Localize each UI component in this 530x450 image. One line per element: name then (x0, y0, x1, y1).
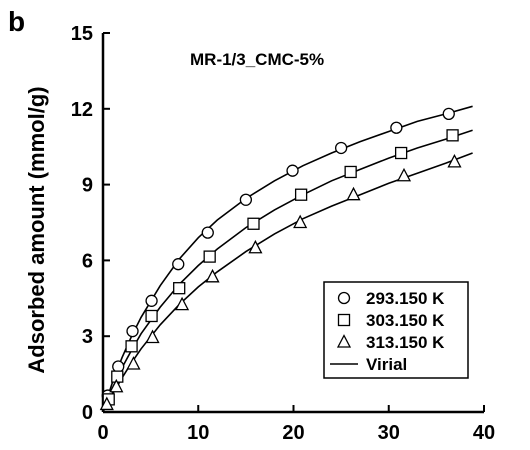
legend-triangle-symbol (336, 334, 352, 348)
y-axis-title: Adsorbed amount (mmol/g) (24, 86, 49, 373)
virial-fit-line-2 (103, 129, 473, 410)
circle-point (126, 324, 139, 338)
legend-label: 313.150 K (366, 333, 445, 352)
circle-point (442, 107, 455, 121)
triangle-point (174, 296, 190, 311)
circle-point (145, 294, 158, 307)
triangle-point (126, 356, 141, 370)
panel-label: b (8, 6, 26, 37)
y-tick-label: 0 (82, 402, 93, 424)
x-tick-label: 10 (187, 422, 209, 444)
circle-point (112, 360, 125, 373)
square-point (394, 146, 408, 160)
legend-label: 303.150 K (366, 311, 445, 330)
y-tick-label: 12 (71, 99, 93, 121)
legend-label: Virial (366, 355, 407, 374)
square-point (203, 250, 216, 263)
data-points (99, 107, 462, 411)
circle-point (334, 141, 348, 155)
x-tick-label: 40 (473, 422, 495, 444)
circle-point (172, 258, 185, 271)
square-point (145, 309, 158, 323)
triangle-point (109, 378, 124, 393)
square-point (111, 370, 124, 383)
square-point (247, 217, 260, 230)
triangle-point (346, 186, 361, 201)
square-point (294, 188, 308, 201)
legend-circle-symbol (337, 291, 351, 305)
square-point (125, 340, 138, 353)
x-tick-label: 30 (378, 422, 400, 444)
square-point (173, 282, 186, 295)
square-point (446, 129, 459, 142)
legend: 293.150 K 303.150 K 313.150 K Virial (323, 281, 469, 379)
circle-point (286, 164, 299, 177)
circle-point (201, 226, 214, 239)
triangle-point (205, 268, 220, 283)
triangle-point (396, 167, 412, 182)
x-tick-label: 20 (282, 422, 304, 444)
y-tick-label: 6 (82, 250, 93, 272)
triangle-point (145, 329, 160, 344)
triangle-point (293, 214, 308, 229)
y-tick-label: 9 (82, 175, 93, 197)
triangle-point (248, 239, 263, 254)
triangle-point (447, 153, 462, 168)
legend-label: 293.150 K (366, 289, 445, 308)
circle-point (390, 121, 403, 134)
legend-square-symbol (337, 313, 351, 327)
x-tick-label: 0 (97, 422, 108, 444)
triangle-point (99, 396, 114, 411)
y-tick-label: 3 (82, 326, 93, 348)
chart-annotation: MR-1/3_CMC-5% (190, 50, 324, 69)
circle-point (239, 193, 253, 206)
ticks: 0 10 20 30 40 0 3 6 9 12 15 (71, 23, 495, 444)
y-tick-label: 15 (71, 23, 93, 45)
square-point (344, 165, 357, 179)
